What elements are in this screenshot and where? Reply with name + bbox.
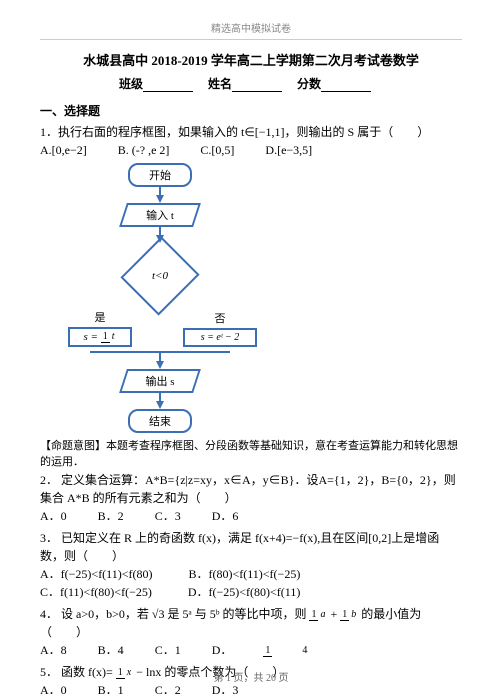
q4-opt-d: D． 14 bbox=[212, 641, 366, 659]
q1: 1．执行右面的程序框图，如果输入的 t∈[−1,1]，则输出的 S 属于（ ） … bbox=[40, 123, 462, 159]
q1-stem: 1．执行右面的程序框图，如果输入的 t∈[−1,1]，则输出的 S 属于（ ） bbox=[40, 123, 462, 141]
exam-title: 水城县高中 2018-2019 学年高二上学期第二次月考试卷数学 bbox=[40, 50, 462, 69]
name-blank bbox=[232, 79, 282, 92]
fc-yes-label: 是 bbox=[60, 309, 140, 325]
q1-opt-b: B. (-? ,e 2] bbox=[118, 141, 170, 159]
fc-right-box: s = eᵗ − 2 bbox=[183, 328, 257, 347]
class-blank bbox=[143, 79, 193, 92]
q4-stem: 4． 设 a>0，b>0，若 √3 是 5ᵃ 与 5ᵇ 的等比中项，则 bbox=[40, 607, 309, 621]
q2-opt-b: B．2 bbox=[98, 507, 124, 525]
q3-stem: 3． 已知定义在 R 上的奇函数 f(x)，满足 f(x+4)=−f(x),且在… bbox=[40, 529, 462, 565]
fc-input: 输入 t bbox=[119, 203, 201, 227]
fc-start: 开始 bbox=[128, 163, 192, 187]
q3: 3． 已知定义在 R 上的奇函数 f(x)，满足 f(x+4)=−f(x),且在… bbox=[40, 529, 462, 601]
fc-no-label: 否 bbox=[180, 310, 260, 326]
q1-opts: A.[0,e−2] B. (-? ,e 2] C.[0,5] D.[e−3,5] bbox=[40, 141, 462, 159]
q3-line-b: C．f(11)<f(80)<f(−25) D．f(−25)<f(80)<f(11… bbox=[40, 583, 462, 601]
q3-line-a: A．f(−25)<f(11)<f(80) B．f(80)<f(11)<f(−25… bbox=[40, 565, 462, 583]
q1-note: 【命题意图】本题考查程序框图、分段函数等基础知识，意在考查运算能力和转化思想的运… bbox=[40, 437, 462, 469]
score-blank bbox=[321, 79, 371, 92]
fc-cond: t<0 bbox=[120, 236, 199, 315]
fc-left-box: s = 1t bbox=[68, 327, 132, 347]
q1-opt-c: C.[0,5] bbox=[200, 141, 234, 159]
q4: 4． 设 a>0，b>0，若 √3 是 5ᵃ 与 5ᵇ 的等比中项，则 1a +… bbox=[40, 605, 462, 659]
score-label: 分数 bbox=[297, 77, 321, 91]
q2-stem: 2． 定义集合运算：A*B={z|z=xy，x∈A，y∈B}．设A={1，2}，… bbox=[40, 471, 462, 507]
q2-opt-d: D．6 bbox=[212, 507, 239, 525]
q4-opts: A．8 B．4 C．1 D． 14 bbox=[40, 641, 462, 659]
q4-opt-b: B．4 bbox=[98, 641, 124, 659]
q2: 2． 定义集合运算：A*B={z|z=xy，x∈A，y∈B}．设A={1，2}，… bbox=[40, 471, 462, 525]
q1-opt-a: A.[0,e−2] bbox=[40, 141, 87, 159]
fc-end: 结束 bbox=[128, 409, 192, 433]
fill-row: 班级 姓名 分数 bbox=[40, 75, 462, 92]
q2-opt-c: C．3 bbox=[155, 507, 181, 525]
page-footer: 第 1 页，共 20 页 bbox=[0, 669, 502, 684]
q2-opts: A．0 B．2 C．3 D．6 bbox=[40, 507, 462, 525]
q2-opt-a: A．0 bbox=[40, 507, 67, 525]
flowchart: 开始 输入 t t<0 是 s = 1t 否 s = eᵗ − 2 输出 s 结… bbox=[60, 163, 260, 433]
fc-output: 输出 s bbox=[119, 369, 201, 393]
q4-opt-c: C．1 bbox=[155, 641, 181, 659]
name-label: 姓名 bbox=[208, 77, 232, 91]
class-label: 班级 bbox=[119, 77, 143, 91]
section-title: 一、选择题 bbox=[40, 102, 462, 119]
header-label: 精选高中模拟试卷 bbox=[40, 20, 462, 40]
q1-opt-d: D.[e−3,5] bbox=[265, 141, 312, 159]
q4-opt-a: A．8 bbox=[40, 641, 67, 659]
